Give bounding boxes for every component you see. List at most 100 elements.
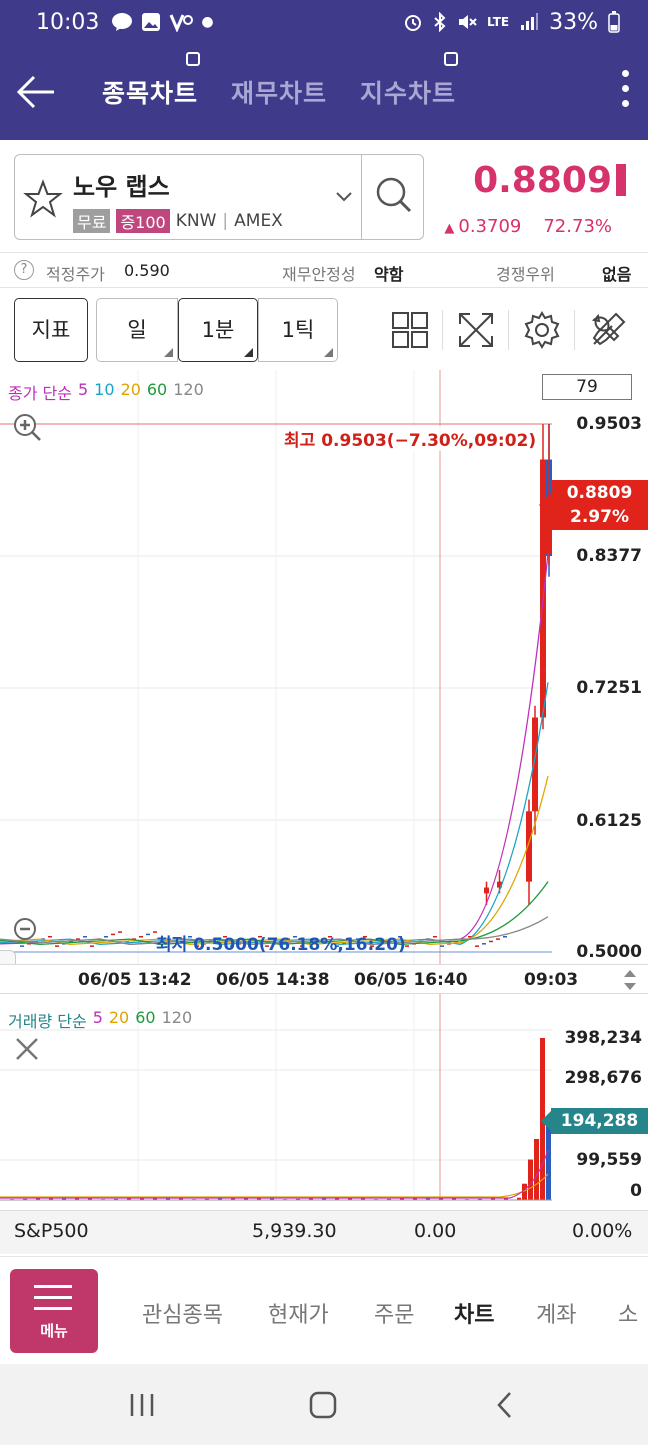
period-1min-button[interactable]: 1분	[178, 298, 258, 362]
volume-bar	[296, 1198, 300, 1200]
nav-more[interactable]: 소	[618, 1303, 639, 1328]
volume-bar	[166, 1197, 170, 1200]
candle-body	[546, 505, 552, 554]
mute-icon	[459, 15, 477, 29]
volume-bar	[478, 1198, 482, 1200]
nav-order[interactable]: 주문	[374, 1303, 415, 1328]
candle-body	[540, 670, 546, 718]
tab-index-chart[interactable]: 지수차트	[360, 52, 458, 110]
star-icon	[23, 179, 63, 218]
search-button[interactable]	[361, 154, 425, 240]
menu-label: 메뉴	[40, 1322, 68, 1340]
stability-label: 재무안정성	[282, 265, 356, 284]
price-axis-label: 0.5000	[576, 942, 642, 962]
volume-legend: 거래량 단순 5 20 60 120	[8, 1008, 192, 1032]
back-button[interactable]	[14, 72, 58, 112]
layout-button[interactable]	[390, 310, 430, 350]
stock-selector[interactable]: 노우 랩스 무료 증100 KNW | AMEX	[14, 154, 424, 240]
price-chart[interactable]	[0, 370, 648, 1210]
zoom-in-button[interactable]	[10, 410, 44, 444]
volume-bar	[546, 1120, 551, 1200]
vol-period-20: 20	[108, 1008, 130, 1027]
resize-handle-icon[interactable]	[622, 967, 638, 993]
ma-legend-prefix: 종가 단순	[8, 384, 72, 403]
moving-average-line	[0, 553, 549, 946]
zoom-out-button[interactable]	[10, 914, 44, 948]
favorite-star-button[interactable]	[23, 179, 63, 219]
vol-period-60: 60	[135, 1008, 156, 1027]
tab-financial-chart[interactable]: 재무차트	[231, 74, 327, 110]
home-icon[interactable]	[308, 1390, 338, 1420]
recent-apps-icon[interactable]	[128, 1392, 156, 1418]
tools-button[interactable]	[588, 310, 628, 350]
stock-info-row: ? 적정주가 0.590 재무안정성 약함 경쟁우위 없음	[0, 252, 648, 288]
volume-axis-label: 398,234	[564, 1028, 642, 1048]
menu-button[interactable]: 메뉴	[10, 1269, 98, 1353]
exchange: AMEX	[234, 211, 283, 231]
volume-bar	[153, 1197, 157, 1200]
vol-period-5: 5	[92, 1008, 103, 1027]
volume-bar	[387, 1198, 391, 1200]
indicator-button[interactable]: 지표	[14, 298, 88, 362]
price-change: ▲ 0.3709 72.73%	[444, 216, 612, 237]
nav-chart[interactable]: 차트	[454, 1303, 495, 1328]
grid-layout-icon	[392, 312, 428, 348]
tab-financial-chart-label: 재무차트	[231, 79, 328, 108]
fullscreen-button[interactable]	[456, 310, 496, 350]
volume-bar	[205, 1198, 209, 1200]
app-icon	[170, 14, 194, 32]
volume-bar	[335, 1197, 339, 1200]
more-menu-button[interactable]	[620, 70, 630, 114]
time-axis-label: 09:03	[524, 970, 579, 990]
current-price-tag: 0.8809 2.97%	[539, 480, 648, 530]
volume-bar	[49, 1198, 53, 1200]
price-indicator-bar	[616, 164, 626, 196]
moving-average-line	[0, 775, 549, 946]
settings-button[interactable]	[522, 310, 562, 350]
volume-bar	[413, 1198, 417, 1200]
period-1min-label: 1분	[201, 318, 235, 342]
ma-period-20: 20	[120, 380, 141, 399]
volume-bar	[140, 1198, 144, 1200]
expand-icon	[459, 313, 493, 347]
notification-icons: ●	[111, 12, 214, 32]
volume-legend-prefix: 거래량 단순	[8, 1012, 87, 1031]
bluetooth-icon	[434, 12, 446, 32]
close-volume-button[interactable]	[10, 1032, 44, 1066]
volume-bar	[309, 1198, 313, 1200]
ma-legend: 종가 단순 5 10 20 60 120	[8, 380, 204, 404]
volume-bar	[244, 1197, 248, 1200]
nav-watchlist[interactable]: 관심종목	[142, 1303, 223, 1328]
candle-count-input[interactable]: 79	[542, 374, 632, 400]
talk-icon	[112, 13, 133, 31]
chevron-down-icon	[336, 192, 352, 202]
index-ticker-row[interactable]: S&P500 5,939.30 0.00 0.00%	[0, 1210, 648, 1254]
ticker: KNW	[175, 211, 217, 231]
chart-area[interactable]: 종가 단순 5 10 20 60 120 79 0.9503 0.8377 0.…	[0, 370, 648, 1210]
volume-current-tag: 194,288	[541, 1108, 648, 1134]
tab-stock-chart[interactable]: 종목차트	[102, 52, 200, 110]
period-day-button[interactable]: 일	[96, 298, 178, 362]
fair-price-label: 적정주가	[46, 265, 105, 284]
gear-icon	[524, 311, 560, 349]
battery-icon	[608, 11, 620, 33]
ma-period-10: 10	[94, 380, 115, 399]
nav-account[interactable]: 계좌	[536, 1303, 577, 1328]
volume-bar	[522, 1183, 527, 1200]
stock-dropdown-button[interactable]	[333, 185, 355, 207]
bottom-nav: 메뉴 관심종목 현재가 주문 차트 계좌 소	[0, 1256, 648, 1364]
back-icon[interactable]	[494, 1390, 514, 1420]
toolbar-divider	[442, 310, 443, 350]
nav-current-price[interactable]: 현재가	[268, 1303, 329, 1328]
price-axis-label: 0.7251	[576, 678, 642, 698]
status-bar: 10:03 ● LTE 33%	[0, 0, 648, 44]
period-1tick-button[interactable]: 1틱	[258, 298, 338, 362]
index-change: 0.00	[414, 1220, 457, 1242]
search-icon	[376, 177, 412, 213]
signal-icon	[521, 13, 539, 30]
volume-bar	[504, 1198, 508, 1200]
volume-bar	[114, 1198, 118, 1200]
competitive-label: 경쟁우위	[496, 265, 555, 284]
current-price: 0.8809	[473, 160, 612, 201]
help-icon[interactable]: ?	[14, 260, 34, 280]
